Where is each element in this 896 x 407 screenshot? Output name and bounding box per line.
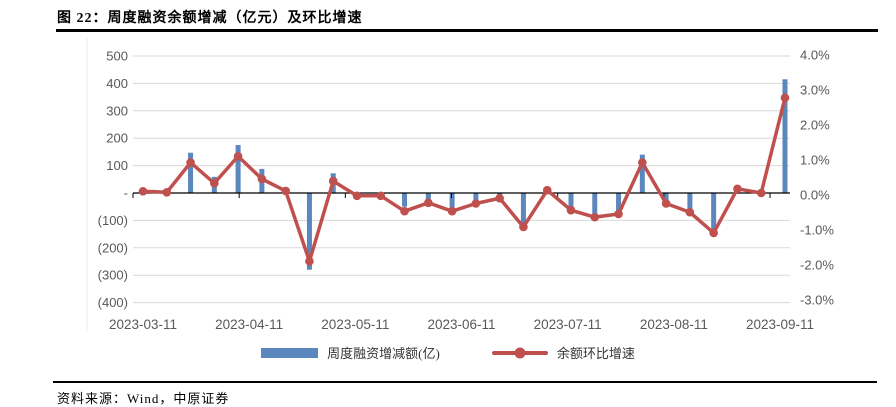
bottom-rule [53,381,877,383]
line-marker [376,191,386,201]
x-axis-tick-label: 2023-05-11 [321,317,389,332]
left-axis-tick-label: - [124,186,128,201]
bar [782,79,788,193]
line-marker [495,193,504,203]
line-marker [328,176,338,186]
x-axis-tick-label: 2023-03-11 [109,317,177,332]
bar [473,193,479,203]
line-marker [162,188,172,197]
legend-item-line: 余额环比增速 [491,343,635,362]
line-marker [519,222,528,232]
bar [639,154,645,193]
line-marker [685,207,695,217]
line-marker [614,209,623,219]
x-axis-tick-label: 2023-07-11 [534,317,602,332]
right-axis-tick-label: 0.0% [800,188,830,203]
title-rule [56,29,878,32]
line-marker [352,191,362,201]
left-axis-tick-label: (300) [98,268,128,283]
x-axis-tick-label: 2023-09-11 [746,317,814,332]
right-axis-tick-label: -1.0% [800,223,834,238]
line-marker [233,151,243,161]
bar [520,193,526,225]
right-axis-tick-label: 1.0% [800,153,830,168]
line-marker [138,186,148,196]
line-marker [186,158,195,167]
line-marker [281,186,290,196]
legend-item-bar: 周度融资增减额(亿) [261,343,440,362]
line-marker [780,93,790,103]
right-axis-tick-label: -3.0% [800,293,834,308]
line-marker [471,199,481,208]
bar [449,193,455,210]
line-marker [424,198,433,208]
line-marker [661,199,671,208]
left-axis-tick-label: (200) [98,240,128,255]
line-marker [400,206,409,216]
bar [425,193,431,201]
left-axis-tick-label: 500 [106,49,128,64]
left-axis-tick-label: (400) [98,295,128,310]
line-marker [566,205,576,215]
line-marker-icon [514,347,526,358]
bar [592,193,598,215]
source-line: 资料来源：Wind，中原证券 [57,391,230,406]
line-marker [709,228,718,238]
growth-line [141,96,787,263]
left-axis-tick-label: 300 [106,103,128,118]
left-axis-tick-label: 100 [106,158,128,173]
line-marker [756,188,766,198]
left-axis-tick-label: (100) [98,213,128,228]
bar [568,193,574,214]
line-marker [590,212,600,222]
x-axis-tick-label: 2023-06-11 [427,317,495,332]
figure-title: 图 22：周度融资余额增减（亿元）及环比增速 [57,11,363,26]
line-series-swatch-icon [491,347,548,358]
x-axis-tick-label: 2023-08-11 [640,317,708,332]
left-axis-tick-label: 400 [106,76,128,91]
bar [711,193,717,232]
bar-series-swatch-icon [261,347,319,358]
line-marker [638,158,647,167]
line-marker [257,174,267,184]
bar [687,193,693,210]
right-axis-tick-label: 2.0% [800,118,830,133]
bar [188,152,194,193]
line-marker [733,184,742,194]
chart-legend: 周度融资增减额(亿) 余额环比增速 [0,343,896,362]
legend-line-label: 余额环比增速 [556,346,635,361]
line-marker [305,256,314,266]
x-axis-tick-label: 2023-04-11 [215,317,283,332]
line-marker [210,178,219,188]
left-axis-tick-label: 200 [106,131,128,146]
line-marker [447,206,457,216]
bar [235,145,241,193]
right-axis-tick-label: 3.0% [800,83,830,98]
bar [663,193,669,203]
bar [616,193,622,215]
legend-bar-label: 周度融资增减额(亿) [327,346,440,361]
right-axis-tick-label: -2.0% [800,258,834,273]
right-axis-tick-label: 4.0% [800,48,830,63]
bar [402,193,408,207]
line-marker [542,185,552,195]
bar [306,193,312,270]
